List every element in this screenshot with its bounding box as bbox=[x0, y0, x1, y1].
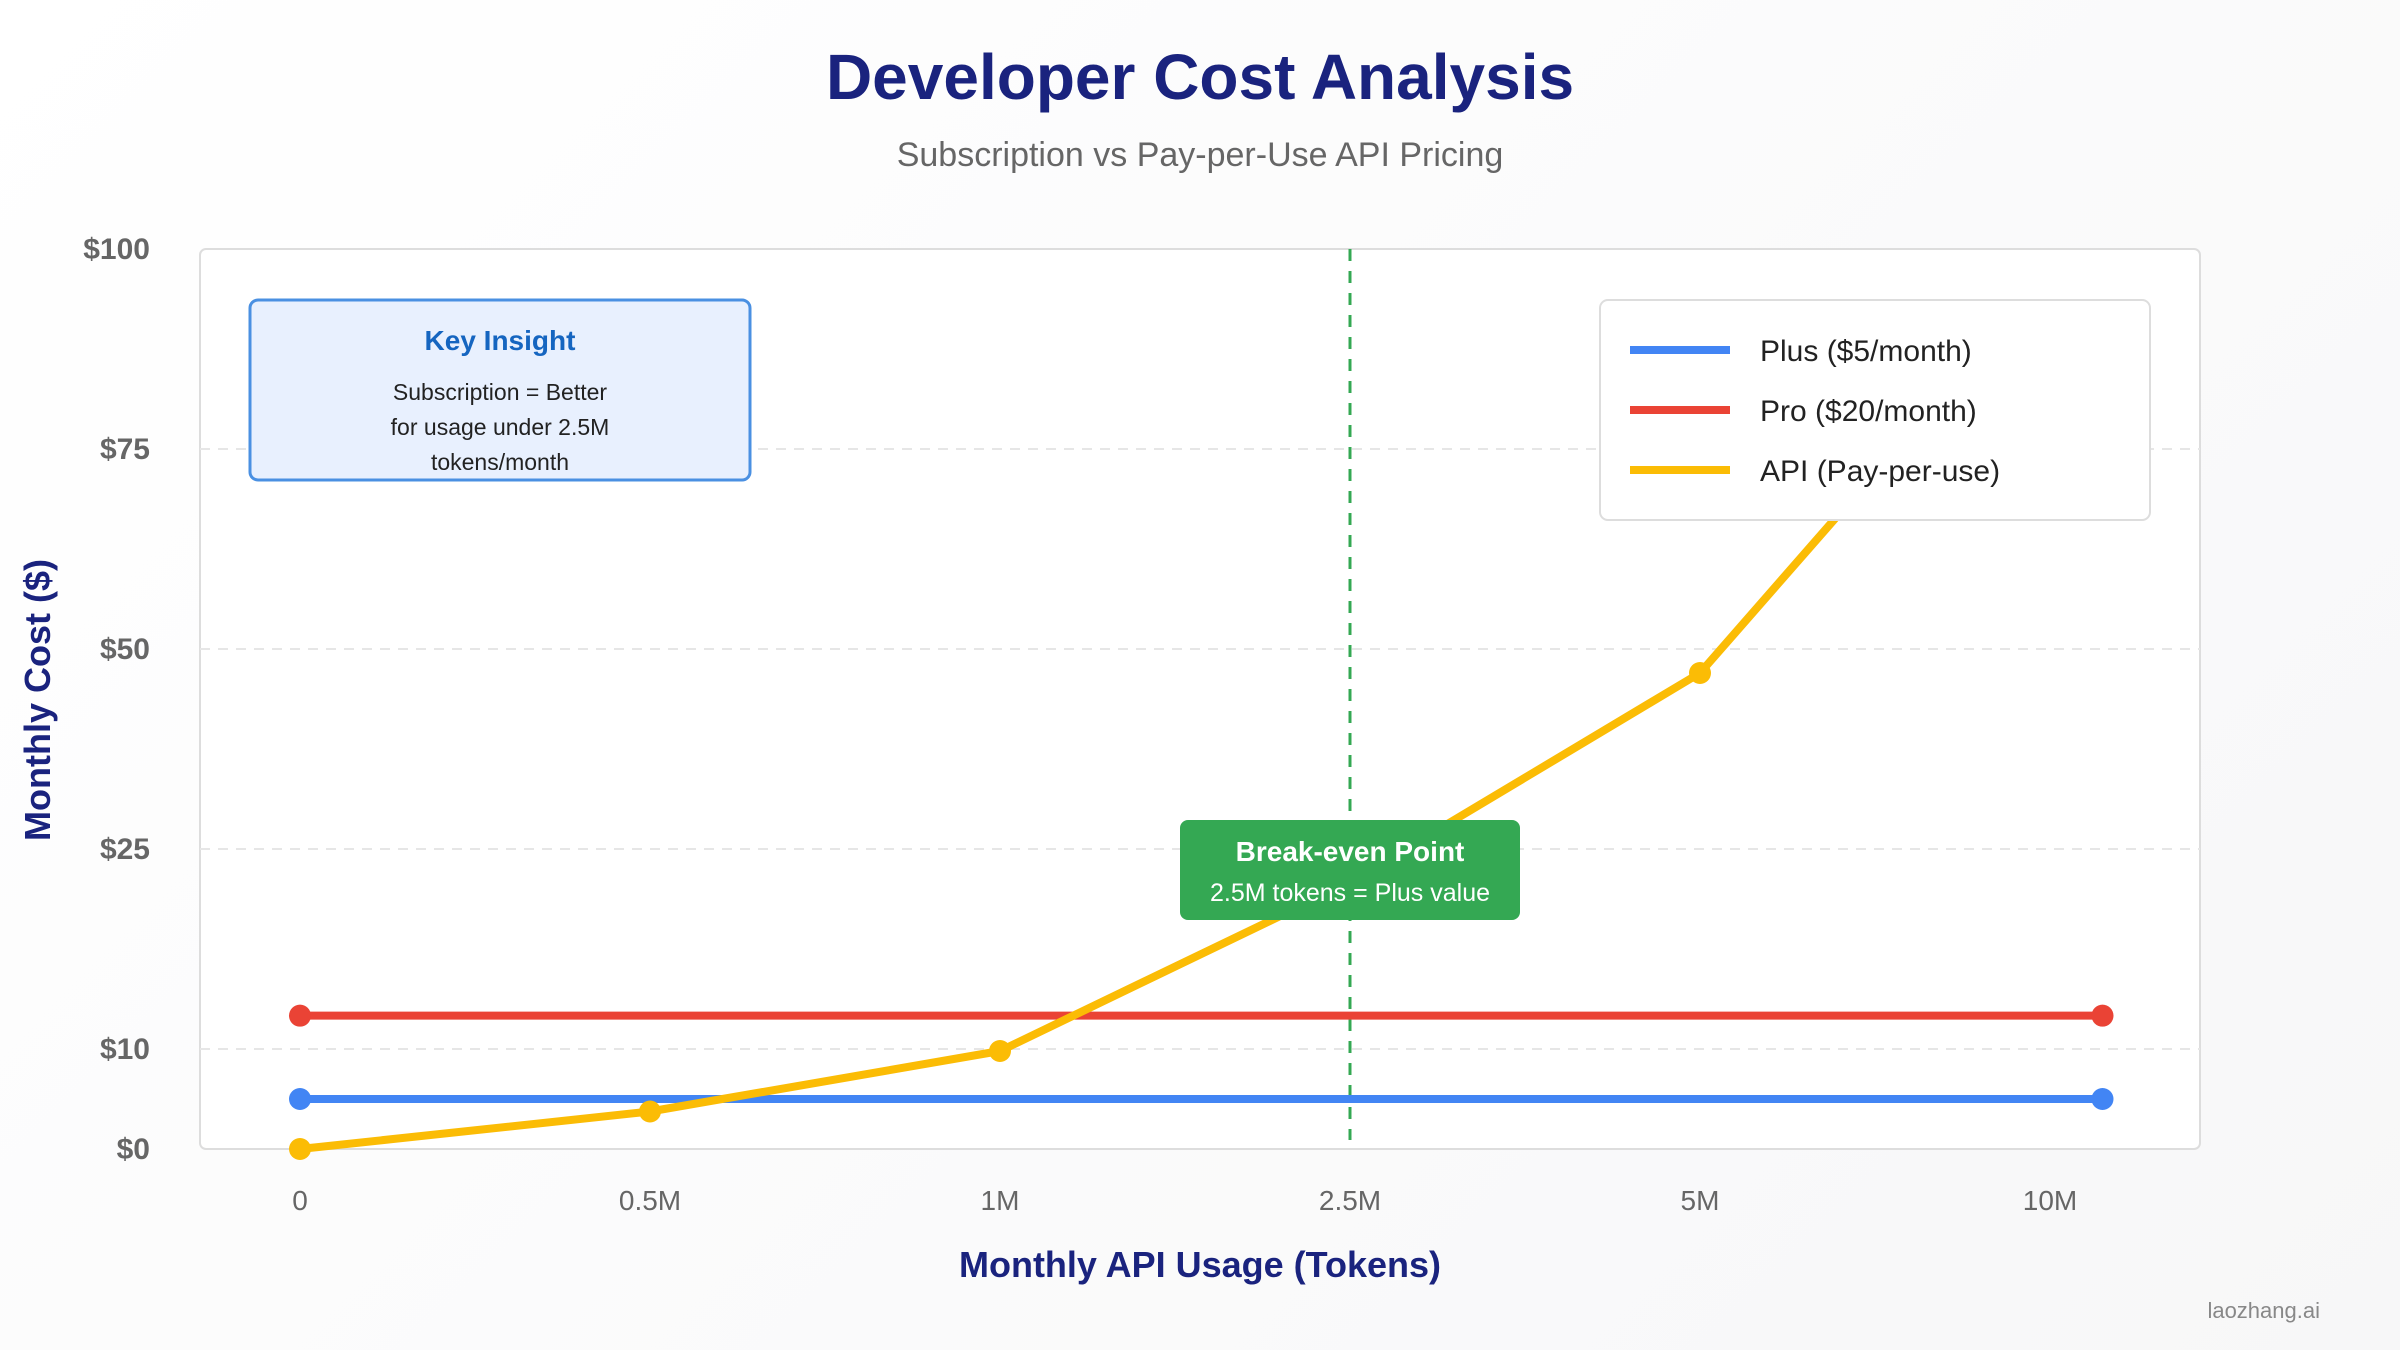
x-axis-label: Monthly API Usage (Tokens) bbox=[958, 1244, 1442, 1285]
break-even-callout: Break-even Point 2.5M tokens = Plus valu… bbox=[1180, 820, 1520, 920]
key-insight-line-1: Subscription = Better bbox=[393, 379, 607, 405]
point-pro bbox=[289, 1004, 311, 1027]
legend-box bbox=[1599, 299, 2151, 521]
x-tick-label: 1M bbox=[981, 1185, 1020, 1216]
break-even-text: 2.5M tokens = Plus value bbox=[1210, 879, 1490, 907]
chart-subtitle: Subscription vs Pay-per-Use API Pricing bbox=[896, 136, 1504, 174]
x-tick-label: 0.5M bbox=[619, 1185, 681, 1216]
x-tick-label: 5M bbox=[1681, 1185, 1720, 1216]
series-line-api bbox=[296, 466, 1882, 1153]
break-even-title: Break-even Point bbox=[1236, 836, 1465, 867]
break-even-box bbox=[1180, 820, 1520, 920]
legend-label-plus: Plus ($5/month) bbox=[1760, 335, 1972, 368]
legend-label-api: API (Pay-per-use) bbox=[1760, 455, 2000, 488]
y-tick-labels: $0 $10 $25 $50 $75 $100 bbox=[83, 233, 150, 1166]
x-tick-label: 2.5M bbox=[1319, 1185, 1381, 1216]
x-tick-labels: 0 0.5M 1M 2.5M 5M 10M bbox=[292, 1185, 2077, 1216]
point-api bbox=[989, 1040, 1011, 1062]
y-tick-label: $50 bbox=[100, 633, 150, 666]
y-tick-label: $75 bbox=[100, 433, 150, 466]
y-tick-label: $10 bbox=[100, 1033, 150, 1066]
point-api bbox=[289, 1138, 311, 1160]
y-tick-label: $25 bbox=[100, 833, 150, 866]
point-api bbox=[639, 1100, 661, 1123]
y-tick-label: $0 bbox=[117, 1133, 150, 1166]
chart-title: Developer Cost Analysis bbox=[825, 41, 1575, 113]
key-insight-line-3: tokens/month bbox=[431, 449, 569, 475]
key-insight-background bbox=[248, 298, 752, 482]
key-insight-title: Key Insight bbox=[425, 325, 576, 356]
y-axis-label: Monthly Cost ($) bbox=[17, 559, 58, 841]
point-plus bbox=[289, 1088, 311, 1110]
point-pro bbox=[2091, 1004, 2114, 1027]
series-group bbox=[289, 466, 2114, 1160]
point-plus bbox=[2091, 1088, 2114, 1110]
key-insight-box: Key Insight Subscription = Better for us… bbox=[248, 298, 752, 482]
y-tick-label: $100 bbox=[83, 233, 150, 266]
watermark: laozhang.ai bbox=[2207, 1298, 2320, 1323]
x-tick-label: 0 bbox=[292, 1185, 308, 1216]
legend: Plus ($5/month) Pro ($20/month) API (Pay… bbox=[1599, 299, 2151, 521]
x-tick-label: 10M bbox=[2023, 1185, 2077, 1216]
legend-label-pro: Pro ($20/month) bbox=[1760, 395, 1977, 428]
point-api bbox=[1689, 662, 1711, 684]
key-insight-line-2: for usage under 2.5M bbox=[391, 414, 610, 440]
